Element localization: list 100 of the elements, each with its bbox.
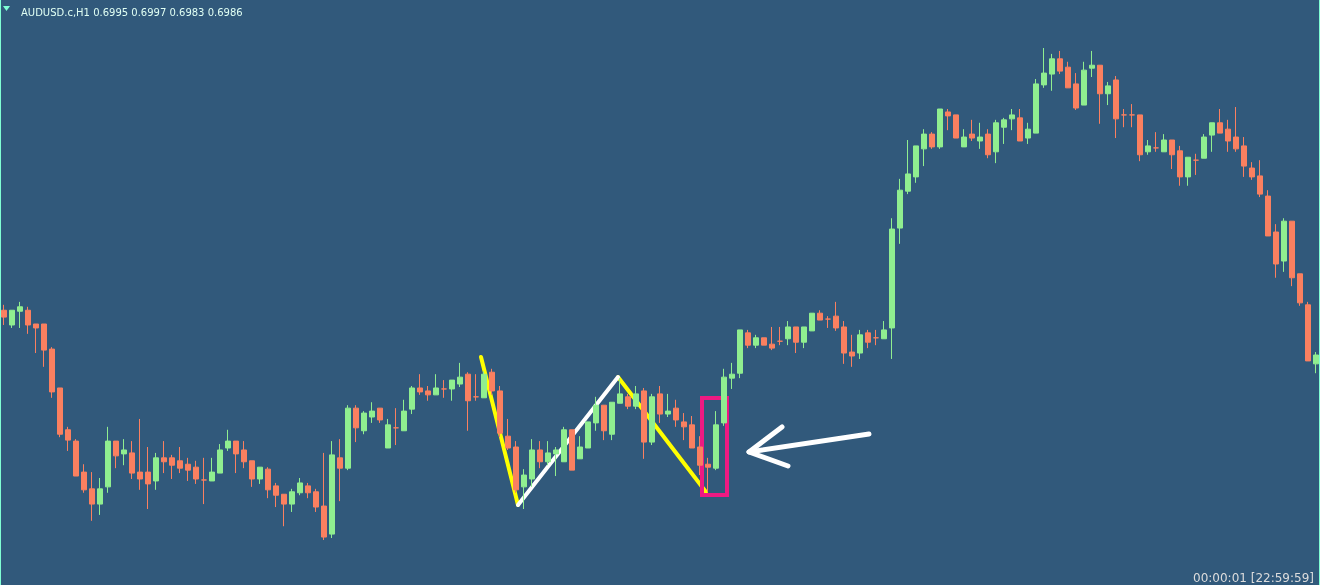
- candlestick: [1129, 103, 1135, 128]
- candlestick: [361, 410, 367, 435]
- candlestick: [9, 309, 15, 329]
- candlestick: [745, 329, 751, 349]
- candlestick: [177, 446, 183, 474]
- candlestick: [585, 421, 591, 449]
- candlestick: [369, 401, 375, 424]
- candlestick: [113, 440, 119, 469]
- candlestick: [593, 396, 599, 432]
- candlestick: [1273, 223, 1279, 279]
- candlestick: [497, 385, 503, 438]
- candlestick: [865, 329, 871, 349]
- candlestick: [545, 440, 551, 466]
- candlestick: [977, 122, 983, 150]
- candlestick: [793, 326, 799, 354]
- candlestick: [1161, 133, 1167, 153]
- candlestick: [201, 457, 207, 505]
- candlestick: [505, 418, 511, 451]
- candlestick: [913, 145, 919, 184]
- candlestick: [1121, 108, 1127, 128]
- candlestick: [753, 334, 759, 349]
- candlestick: [137, 418, 143, 491]
- candlestick: [449, 379, 455, 402]
- candlestick: [993, 119, 999, 164]
- candlestick: [105, 426, 111, 494]
- candlestick: [1193, 153, 1199, 176]
- candlestick: [769, 326, 775, 351]
- candlestick: [1, 304, 7, 326]
- candlestick: [1297, 273, 1303, 307]
- candlestick: [1281, 217, 1287, 273]
- candlestick: [1049, 53, 1055, 92]
- candlestick: [897, 178, 903, 245]
- candlestick: [193, 460, 199, 485]
- candlestick: [1257, 159, 1263, 198]
- candlestick: [257, 466, 263, 485]
- candlestick: [673, 399, 679, 428]
- candlestick: [1073, 72, 1079, 111]
- candlestick: [737, 329, 743, 379]
- candlestick: [561, 426, 567, 463]
- candlestick: [377, 407, 383, 424]
- candlestick: [1305, 301, 1311, 362]
- candlestick: [905, 139, 911, 195]
- candlestick: [873, 329, 879, 346]
- candlestick: [353, 404, 359, 443]
- candlestick: [1001, 117, 1007, 145]
- candlestick: [849, 334, 855, 368]
- candlestick: [1185, 156, 1191, 187]
- candlestick: [881, 320, 887, 340]
- candlestick: [321, 452, 327, 541]
- candlestick: [1097, 64, 1103, 125]
- candlestick: [1017, 108, 1023, 142]
- candlestick: [433, 373, 439, 396]
- candlestick: [937, 108, 943, 150]
- candlestick: [705, 457, 711, 493]
- candlestick: [73, 438, 79, 477]
- candlestick: [329, 440, 335, 539]
- candlestick: [817, 309, 823, 321]
- candlestick: [921, 128, 927, 167]
- candlestick: [465, 371, 471, 432]
- candlestick: [305, 482, 311, 499]
- candlestick: [57, 387, 63, 438]
- candlestick: [233, 440, 239, 474]
- candlestick: [1313, 351, 1319, 374]
- candlestick: [17, 301, 23, 329]
- candlestick: [393, 407, 399, 446]
- candlestick: [521, 468, 527, 510]
- candlestick: [185, 457, 191, 482]
- candlestick: [1233, 106, 1239, 153]
- candlestick: [1169, 139, 1175, 170]
- candlestick: [225, 429, 231, 452]
- candlestick: [1217, 108, 1223, 134]
- candlestick: [153, 452, 159, 491]
- candlestick: [1145, 139, 1151, 156]
- candlestick: [625, 393, 631, 410]
- candlestick: [241, 440, 247, 469]
- candlestick: [985, 128, 991, 159]
- candlestick: [601, 404, 607, 441]
- candlestick: [945, 108, 951, 131]
- candlestick: [249, 460, 255, 488]
- candlestick: [969, 119, 975, 142]
- candlestick: [857, 329, 863, 360]
- candlestick: [1105, 81, 1111, 106]
- candlestick: [1153, 131, 1159, 153]
- candlestick: [417, 373, 423, 396]
- candlestick: [1041, 47, 1047, 89]
- text: 00:00:01 [22:59:59]: [1193, 571, 1314, 585]
- candlestick: [809, 312, 815, 332]
- candlestick: [145, 446, 151, 510]
- candlestick: [1201, 133, 1207, 159]
- candlestick: [457, 362, 463, 388]
- candlestick: [345, 404, 351, 471]
- candlestick: [1081, 61, 1087, 106]
- candlestick: [889, 217, 895, 360]
- candlestick: [129, 440, 135, 480]
- candlestick: [649, 393, 655, 446]
- candlestick: [41, 323, 47, 368]
- candlestick: [1089, 50, 1095, 78]
- candlestick: [481, 370, 487, 399]
- candlestick: [289, 488, 295, 513]
- candlestick: [825, 315, 831, 329]
